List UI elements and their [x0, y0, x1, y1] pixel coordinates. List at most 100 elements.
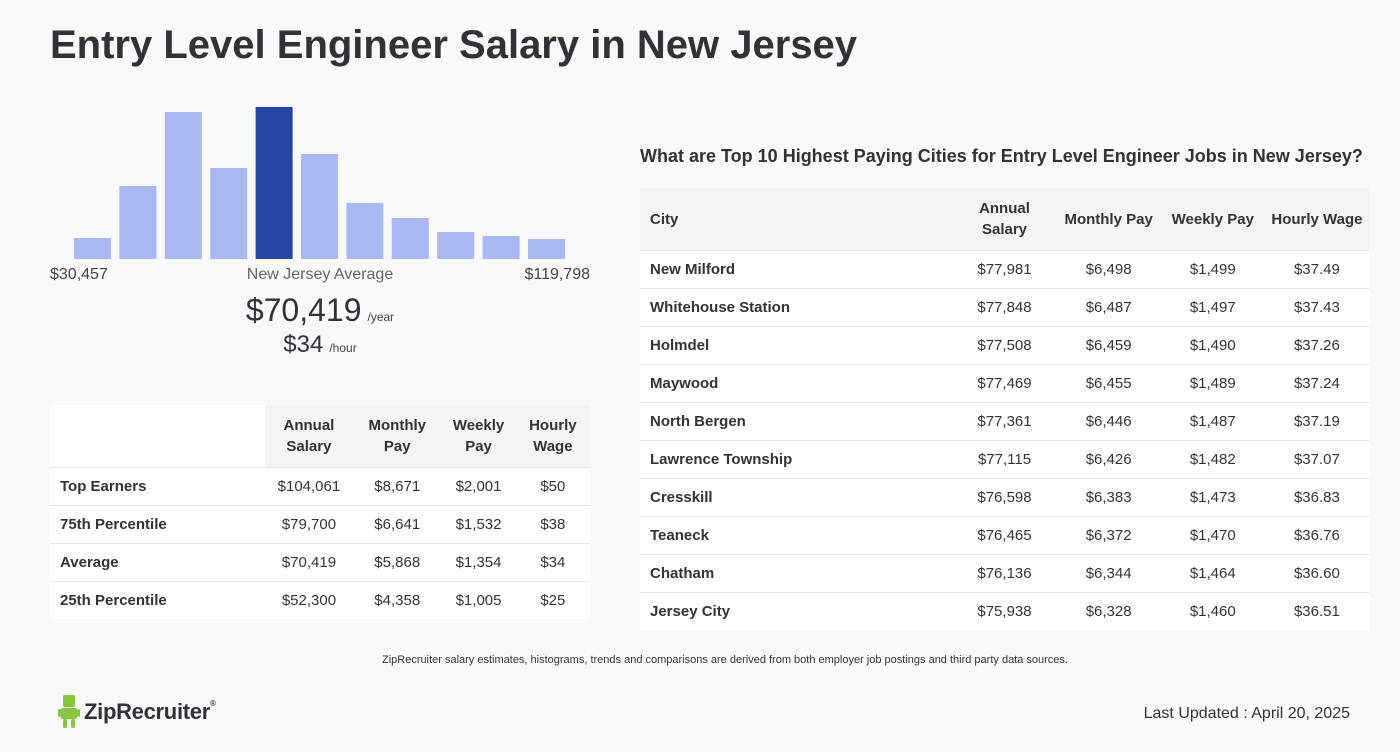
- header-weekly-pay: Weekly Pay: [441, 405, 516, 468]
- table-cell: $6,459: [1056, 326, 1161, 365]
- table-cell: $1,482: [1160, 440, 1265, 479]
- table-cell: $77,508: [952, 326, 1057, 365]
- table-cell: $37.19: [1264, 402, 1369, 441]
- row-label: 75th Percentile: [50, 505, 265, 544]
- last-updated: Last Updated : April 20, 2025: [1143, 705, 1350, 722]
- brand-registered-mark: ®: [209, 699, 216, 708]
- table-cell: $37.26: [1264, 326, 1369, 365]
- table-cell: $36.83: [1264, 478, 1369, 517]
- table-cell: $6,372: [1056, 516, 1161, 555]
- histogram-svg: [74, 107, 565, 259]
- table-cell: $37.24: [1264, 364, 1369, 403]
- table-cell: $77,981: [952, 250, 1057, 289]
- table-cell: $1,460: [1160, 592, 1265, 630]
- table-cell: $104,061: [264, 467, 354, 506]
- city-name: New Milford: [640, 250, 953, 289]
- table-cell: $1,497: [1160, 288, 1265, 327]
- city-name: North Bergen: [640, 402, 953, 441]
- cities-table: City Annual Salary Monthly Pay Weekly Pa…: [640, 188, 1369, 630]
- table-row: Whitehouse Station $77,848 $6,487 $1,497 $37…: [640, 288, 1369, 327]
- table-cell: $6,487: [1056, 288, 1161, 327]
- table-cell: $6,446: [1056, 402, 1161, 441]
- page-title: Entry Level Engineer Salary in New Jerse…: [50, 23, 858, 67]
- city-name: Cresskill: [640, 478, 953, 517]
- table-cell: $1,354: [441, 543, 516, 582]
- table-cell: $70,419: [264, 543, 354, 582]
- table-row: North Bergen $77,361 $6,446 $1,487 $37.19: [640, 402, 1369, 441]
- average-hourly-value: $34: [283, 331, 324, 358]
- histogram-bar: [301, 154, 338, 259]
- table-cell: $37.49: [1264, 250, 1369, 289]
- average-yearly-value: $70,419: [245, 292, 362, 328]
- table-cell: $77,115: [952, 440, 1057, 479]
- table-cell: $4,358: [353, 581, 442, 619]
- table-cell: $79,700: [264, 505, 354, 544]
- percentile-table: Annual Salary Monthly Pay Weekly Pay Hou…: [50, 405, 590, 619]
- table-row: 75th Percentile $79,700 $6,641 $1,532 $38: [50, 505, 590, 544]
- header-hourly-wage: Hourly Wage: [515, 405, 590, 468]
- table-row: Holmdel $77,508 $6,459 $1,490 $37.26: [640, 326, 1369, 365]
- histogram-center-label: New Jersey Average: [246, 266, 394, 283]
- table-row: 25th Percentile $52,300 $4,358 $1,005 $25: [50, 581, 590, 619]
- average-hourly: $34/hour: [50, 331, 590, 359]
- histogram-bar-average: [255, 107, 293, 259]
- table-cell: $77,848: [952, 288, 1057, 327]
- table-cell: $1,499: [1160, 250, 1265, 289]
- histogram-bar: [119, 186, 157, 259]
- table-cell: $6,328: [1056, 592, 1161, 630]
- table-cell: $76,598: [952, 478, 1057, 517]
- table-cell: $1,489: [1160, 364, 1265, 403]
- table-cell: $75,938: [952, 592, 1057, 630]
- table-cell: $6,383: [1056, 478, 1161, 517]
- table-cell: $77,469: [952, 364, 1057, 403]
- histogram-bar: [164, 112, 202, 259]
- ziprecruiter-logo[interactable]: ZipRecruiter®: [58, 694, 216, 730]
- table-cell: $77,361: [952, 402, 1057, 441]
- table-row: New Milford $77,981 $6,498 $1,499 $37.49: [640, 250, 1369, 289]
- histogram-bar: [437, 232, 475, 259]
- table-row: Lawrence Township $77,115 $6,426 $1,482 $37.…: [640, 440, 1369, 479]
- table-cell: $1,487: [1160, 402, 1265, 441]
- table-row: Average $70,419 $5,868 $1,354 $34: [50, 543, 590, 582]
- table-cell: $76,465: [952, 516, 1057, 555]
- header-monthly-pay: Monthly Pay: [353, 405, 442, 468]
- city-name: Maywood: [640, 364, 953, 403]
- table-cell: $37.43: [1264, 288, 1369, 327]
- header-city: City: [640, 188, 953, 251]
- brand-name: ZipRecruiter®: [84, 699, 216, 725]
- salary-histogram: [50, 95, 590, 260]
- row-label: Average: [50, 543, 265, 582]
- table-row: Cresskill $76,598 $6,383 $1,473 $36.83: [640, 478, 1369, 517]
- header-weekly-pay: Weekly Pay: [1160, 188, 1265, 251]
- table-row: Top Earners $104,061 $8,671 $2,001 $50: [50, 467, 590, 506]
- cities-title: What are Top 10 Highest Paying Cities fo…: [640, 146, 1363, 166]
- table-row: Jersey City $75,938 $6,328 $1,460 $36.51: [640, 592, 1369, 630]
- table-cell: $1,005: [441, 581, 516, 619]
- table-cell: $5,868: [353, 543, 442, 582]
- header-annual-salary: Annual Salary: [952, 188, 1057, 251]
- table-cell: $6,498: [1056, 250, 1161, 289]
- table-cell: $6,641: [353, 505, 442, 544]
- table-cell: $25: [515, 581, 590, 619]
- histogram-bar: [210, 168, 248, 259]
- histogram-min-label: $30,457: [50, 266, 108, 283]
- table-cell: $1,470: [1160, 516, 1265, 555]
- table-cell: $2,001: [441, 467, 516, 506]
- header-hourly-wage: Hourly Wage: [1264, 188, 1369, 251]
- disclaimer: ZipRecruiter salary estimates, histogram…: [382, 654, 1068, 666]
- row-label: 25th Percentile: [50, 581, 265, 619]
- city-name: Chatham: [640, 554, 953, 593]
- table-row: Teaneck $76,465 $6,372 $1,470 $36.76: [640, 516, 1369, 555]
- row-label: Top Earners: [50, 467, 265, 506]
- average-yearly-unit: /year: [367, 310, 395, 324]
- brand-text: ZipRecruiter: [84, 699, 210, 724]
- percentile-table-header: Annual Salary Monthly Pay Weekly Pay Hou…: [50, 405, 590, 468]
- histogram-bar: [74, 238, 111, 259]
- histogram-bar: [346, 203, 384, 259]
- histogram-bar: [528, 239, 565, 259]
- histogram-bar: [482, 236, 520, 259]
- header-monthly-pay: Monthly Pay: [1056, 188, 1161, 251]
- city-name: Teaneck: [640, 516, 953, 555]
- table-cell: $36.76: [1264, 516, 1369, 555]
- table-row: Maywood $77,469 $6,455 $1,489 $37.24: [640, 364, 1369, 403]
